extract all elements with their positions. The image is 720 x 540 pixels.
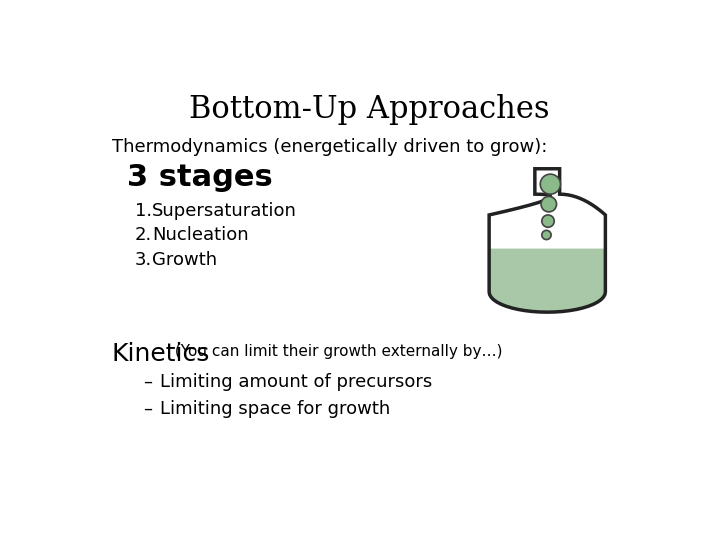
Circle shape xyxy=(542,231,551,240)
Text: Nucleation: Nucleation xyxy=(152,226,248,245)
Text: 2.: 2. xyxy=(135,226,152,245)
Text: Limiting amount of precursors: Limiting amount of precursors xyxy=(160,373,432,391)
Text: Thermodynamics (energetically driven to grow):: Thermodynamics (energetically driven to … xyxy=(112,138,547,156)
Text: 1.: 1. xyxy=(135,202,152,220)
Text: –: – xyxy=(143,373,152,391)
Text: Kinetics: Kinetics xyxy=(112,342,210,366)
Circle shape xyxy=(542,215,554,227)
Text: Supersaturation: Supersaturation xyxy=(152,202,297,220)
Circle shape xyxy=(541,197,557,212)
Polygon shape xyxy=(489,248,606,312)
Text: Limiting space for growth: Limiting space for growth xyxy=(160,400,390,418)
Text: (You can limit their growth externally by…): (You can limit their growth externally b… xyxy=(170,345,503,359)
Text: 3.: 3. xyxy=(135,251,152,269)
Text: 3 stages: 3 stages xyxy=(127,164,273,192)
Text: –: – xyxy=(143,400,152,418)
Text: Growth: Growth xyxy=(152,251,217,269)
Text: Bottom-Up Approaches: Bottom-Up Approaches xyxy=(189,94,549,125)
Circle shape xyxy=(540,174,560,194)
